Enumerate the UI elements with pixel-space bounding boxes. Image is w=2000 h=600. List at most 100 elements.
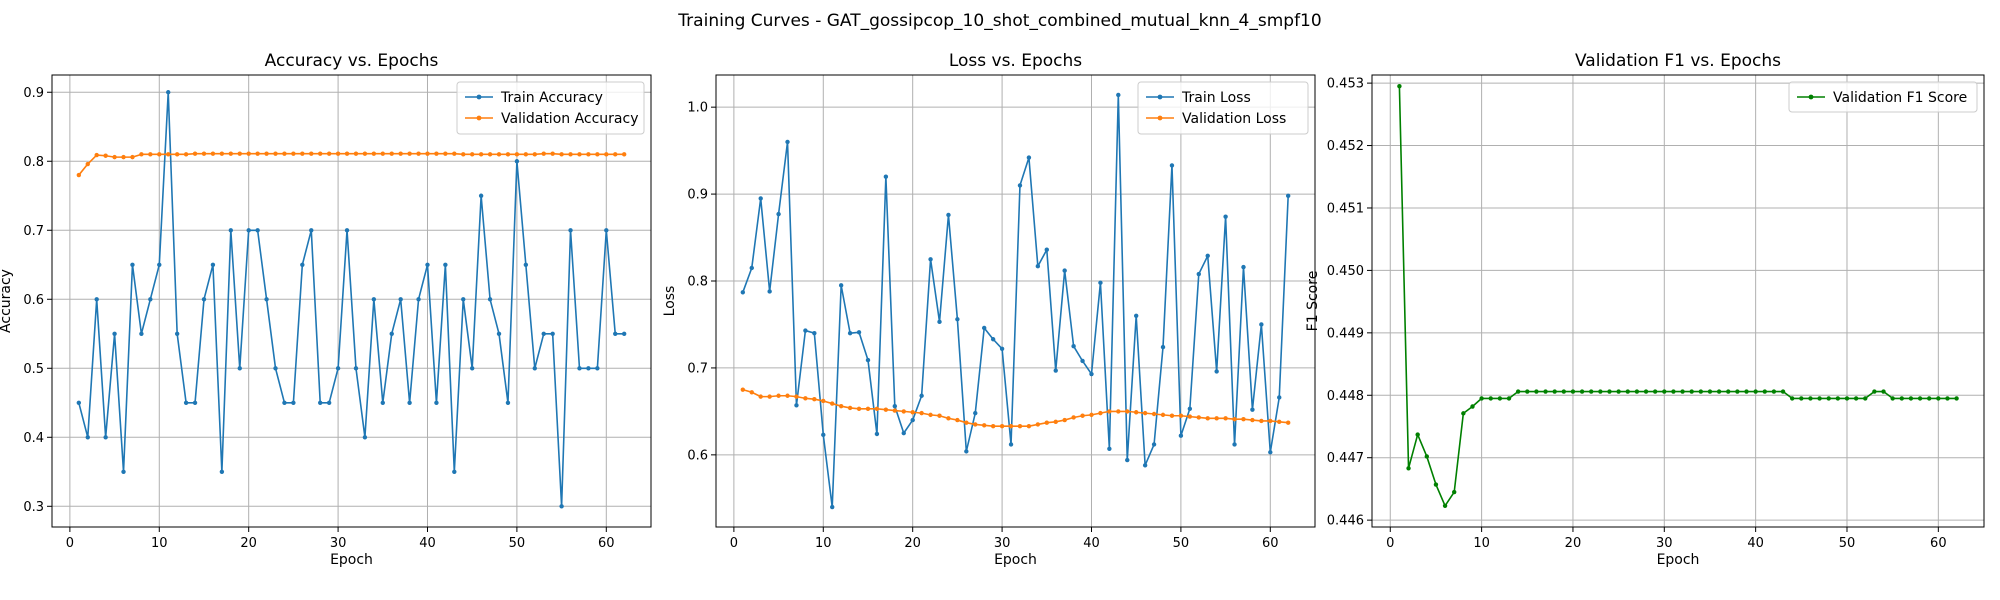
data-point xyxy=(776,211,781,217)
data-point xyxy=(183,152,189,157)
data-point xyxy=(1744,389,1749,394)
data-point xyxy=(487,297,493,302)
y-tick-label: 0.448 xyxy=(1327,389,1364,404)
data-point xyxy=(803,396,808,401)
series-line-2 xyxy=(742,388,1289,427)
data-point xyxy=(1250,407,1255,412)
data-point xyxy=(604,152,609,157)
data-point xyxy=(1142,410,1148,416)
x-tick-label: 10 xyxy=(151,536,168,551)
data-point xyxy=(1716,389,1722,394)
data-point xyxy=(487,152,493,157)
data-point xyxy=(469,152,475,157)
data-point xyxy=(1643,389,1649,394)
axes-frame xyxy=(51,74,652,528)
data-point xyxy=(1205,416,1210,421)
data-point xyxy=(541,331,546,336)
data-point xyxy=(192,151,198,156)
data-point xyxy=(1062,417,1067,423)
data-point xyxy=(416,297,421,302)
data-point xyxy=(1035,264,1041,269)
y-axis-label: F1 Score xyxy=(1305,271,1321,332)
data-point xyxy=(1817,396,1822,401)
x-tick-label: 10 xyxy=(815,536,832,551)
data-point xyxy=(523,262,529,267)
series-line-1 xyxy=(742,94,1289,508)
data-point xyxy=(847,330,853,336)
data-point xyxy=(1151,411,1157,417)
y-tick-label: 0.8 xyxy=(687,275,708,290)
data-point xyxy=(1479,396,1484,401)
data-point xyxy=(380,151,385,156)
data-point xyxy=(201,297,207,302)
data-point xyxy=(1726,389,1731,394)
data-point xyxy=(434,151,439,156)
data-point xyxy=(559,504,564,509)
data-point xyxy=(892,403,898,409)
data-point xyxy=(1133,313,1139,318)
data-point xyxy=(901,409,906,414)
data-point xyxy=(821,398,826,404)
x-tick-label: 60 xyxy=(1930,536,1947,551)
data-point xyxy=(1926,396,1932,401)
data-point xyxy=(300,262,305,267)
data-point xyxy=(130,154,135,160)
data-point xyxy=(362,151,368,156)
data-point xyxy=(1133,410,1139,415)
data-point xyxy=(461,152,466,157)
data-point xyxy=(192,400,198,405)
data-point xyxy=(1789,396,1795,401)
data-point xyxy=(237,151,242,156)
data-point xyxy=(874,431,880,437)
data-point xyxy=(785,139,790,145)
data-point xyxy=(1515,389,1521,394)
data-point xyxy=(344,228,350,233)
data-point xyxy=(1017,183,1023,188)
data-point xyxy=(1634,389,1640,394)
y-tick-label: 0.449 xyxy=(1327,326,1364,341)
data-point xyxy=(955,317,960,322)
data-point xyxy=(246,151,251,156)
data-point xyxy=(1160,412,1166,418)
data-point xyxy=(928,412,933,418)
x-tick-label: 0 xyxy=(730,536,738,551)
data-point xyxy=(740,290,746,295)
data-point xyxy=(982,325,987,331)
y-tick-label: 0.9 xyxy=(687,188,708,203)
data-point xyxy=(496,152,502,157)
x-axis-label: Epoch xyxy=(1657,552,1700,568)
x-tick-label: 0 xyxy=(66,536,74,551)
data-point xyxy=(794,403,799,408)
data-point xyxy=(1579,389,1585,394)
x-tick-label: 20 xyxy=(904,536,921,551)
data-point xyxy=(434,400,439,405)
data-point xyxy=(121,469,126,474)
data-point xyxy=(1285,420,1291,425)
data-point xyxy=(964,420,969,425)
data-point xyxy=(335,366,341,371)
legend: Train Accuracy Validation Accuracy xyxy=(456,81,645,135)
axes-frame xyxy=(1371,74,1985,528)
y-tick-label: 0.8 xyxy=(23,155,44,170)
legend-box xyxy=(456,81,645,135)
data-point xyxy=(514,159,520,164)
data-point xyxy=(1607,389,1612,394)
y-tick-label: 0.446 xyxy=(1327,514,1364,529)
data-point xyxy=(139,152,144,157)
data-point xyxy=(103,153,108,158)
data-point xyxy=(874,406,880,411)
data-point xyxy=(76,400,82,405)
data-point xyxy=(309,228,314,233)
y-tick-label: 0.450 xyxy=(1327,264,1364,279)
data-point xyxy=(1936,396,1941,401)
data-point xyxy=(865,357,871,363)
data-point xyxy=(443,151,448,156)
data-point xyxy=(1488,396,1493,401)
data-point xyxy=(344,151,350,156)
data-point xyxy=(210,262,216,267)
legend-label: Train Loss xyxy=(1181,90,1251,106)
data-point xyxy=(425,151,430,156)
x-tick-label: 20 xyxy=(1565,536,1582,551)
data-point xyxy=(255,228,260,233)
